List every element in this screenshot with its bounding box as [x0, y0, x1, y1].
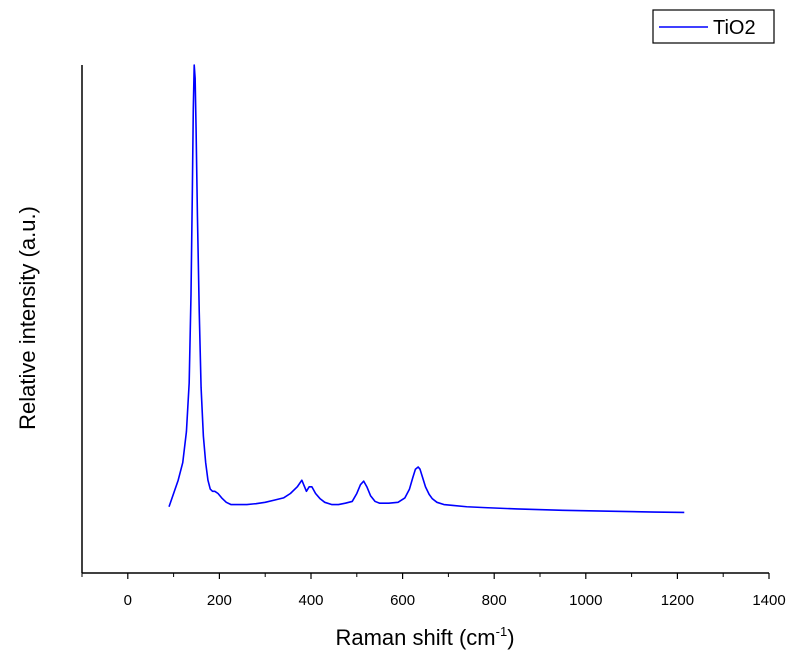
x-axis-title-end: ) [507, 625, 514, 650]
axes [81, 65, 769, 574]
y-axis-title: Relative intensity (a.u.) [15, 206, 40, 430]
series-line-tio2 [168, 64, 685, 514]
series-group [168, 64, 685, 514]
x-tick-label-1400: 1400 [752, 592, 785, 609]
x-tick-label-400: 400 [298, 592, 323, 609]
legend-label: TiO2 [713, 17, 756, 39]
legend: TiO2 [652, 9, 775, 44]
x-tick-label-200: 200 [207, 592, 232, 609]
x-tick-label-800: 800 [482, 592, 507, 609]
x-axis-title-main: Raman shift (cm [335, 625, 495, 650]
x-axis-title-superscript: -1 [496, 624, 508, 639]
x-tick-label-600: 600 [390, 592, 415, 609]
x-tick-label-0: 0 [124, 592, 132, 609]
x-axis-ticks: 0 200 400 600 800 1000 1200 1400 [81, 573, 786, 609]
legend-box [652, 9, 775, 44]
x-axis-title: Raman shift (cm-1) [335, 624, 514, 650]
x-tick-label-1200: 1200 [661, 592, 694, 609]
x-tick-label-1000: 1000 [569, 592, 602, 609]
